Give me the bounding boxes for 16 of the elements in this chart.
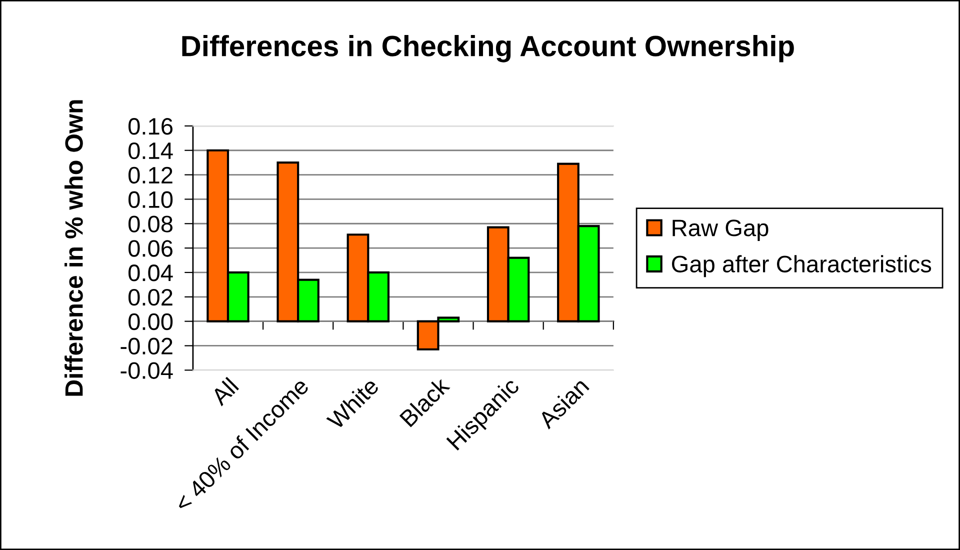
y-tick-label: 0.02 [128,288,172,306]
y-axis-title: Difference in % who Own [64,100,83,396]
chart-title: Differences in Checking Account Ownership [182,35,794,62]
legend-label: Gap after Characteristics [672,255,932,278]
y-tick-label: 0.16 [128,118,172,135]
y-tick-label: 0.00 [128,313,173,330]
y-tick-label: 0.14 [128,142,173,160]
y-tick-label: 0.08 [128,216,172,232]
legend-label: Raw Gap [672,220,768,241]
y-tick-label: 0.06 [128,240,172,257]
y-tick-label: -0.04 [120,362,173,379]
x-tick-label: All [209,376,239,406]
y-tick-label: 0.12 [128,166,172,184]
y-tick-label: -0.02 [120,338,172,355]
y-tick-label: 0.04 [128,264,173,282]
y-tick-label: 0.10 [128,191,173,208]
